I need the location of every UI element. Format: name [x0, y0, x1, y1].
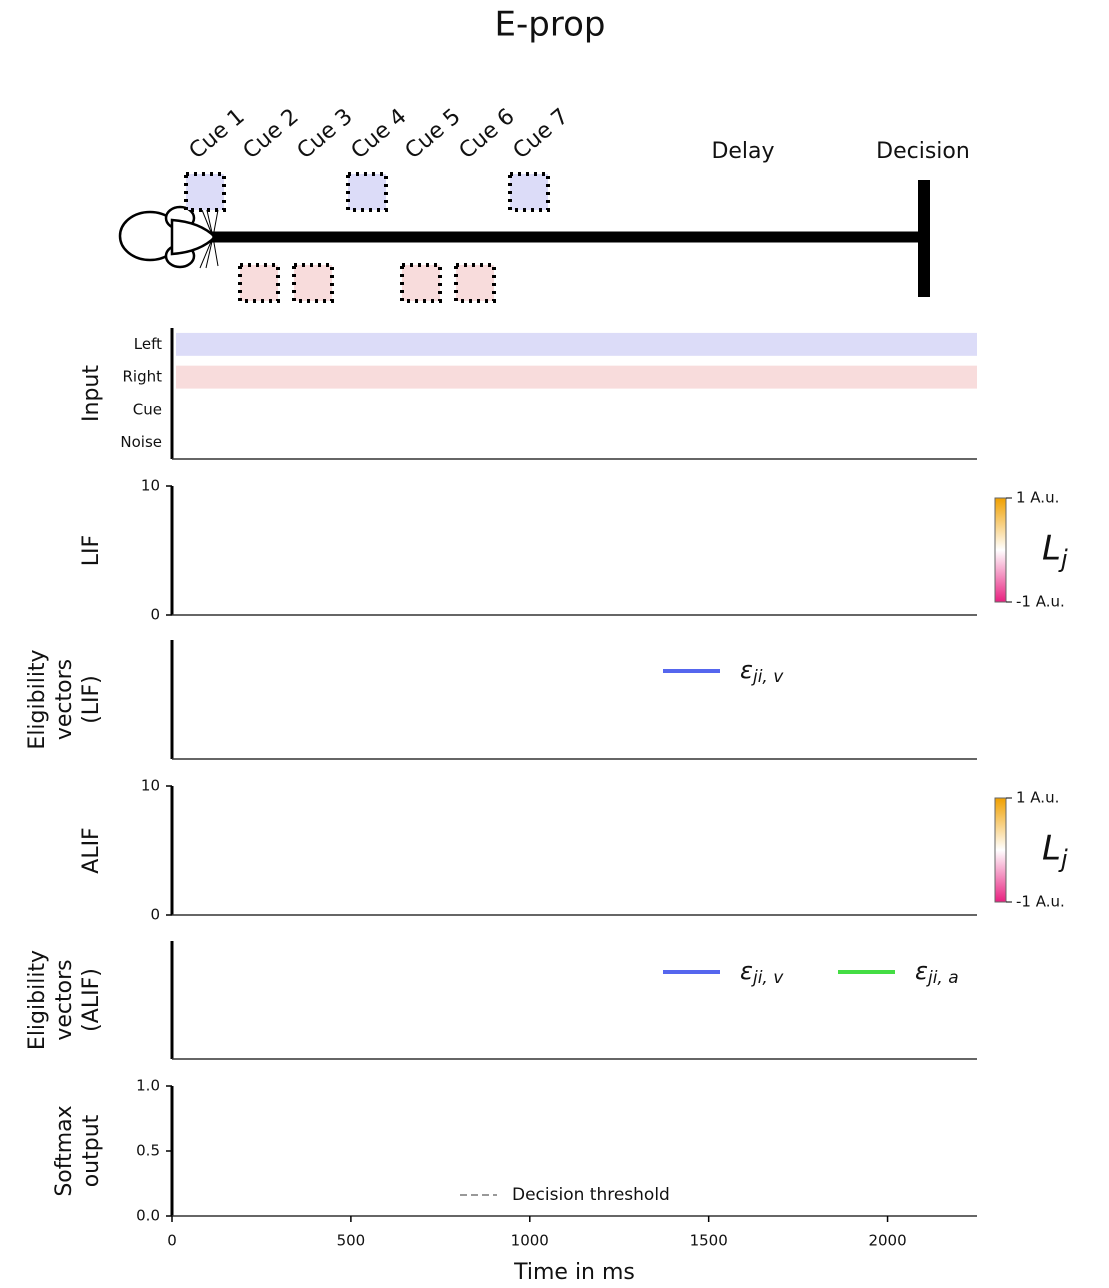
- y-tick-label: Cue: [133, 400, 162, 418]
- cue-label: Cue 6: [455, 104, 520, 164]
- x-axis-label: Time in ms: [513, 1260, 635, 1285]
- y-axis-label: Eligibility: [25, 649, 50, 749]
- y-tick-label: 1.0: [136, 1077, 160, 1095]
- legend-subscript: ji, v: [751, 968, 784, 988]
- x-tick-label: 2000: [868, 1232, 906, 1250]
- colorbar-tick-label: 1 A.u.: [1016, 789, 1059, 807]
- y-axis-label: Input: [79, 365, 104, 422]
- legend-label: εji, a: [915, 957, 959, 988]
- colorbar-label-subscript: j: [1058, 545, 1068, 573]
- y-tick-label: 0.5: [136, 1142, 160, 1160]
- cue-box: [294, 265, 332, 301]
- y-tick-label: Noise: [120, 433, 162, 451]
- colorbar-tick-label: 1 A.u.: [1016, 489, 1059, 507]
- legend-subscript: ji, v: [751, 667, 784, 687]
- cue-box: [456, 265, 494, 301]
- colorbar: [995, 798, 1006, 902]
- cue-label: Cue 5: [401, 104, 466, 164]
- decision-label: Decision: [876, 139, 970, 164]
- y-tick-label: Right: [123, 368, 163, 386]
- legend-label: Decision threshold: [512, 1185, 670, 1205]
- legend-label: εji, v: [740, 656, 784, 687]
- y-axis-label: Softmax: [52, 1105, 77, 1196]
- y-tick-label: 0: [150, 606, 160, 624]
- colorbar: [995, 498, 1006, 602]
- y-tick-label: 0.0: [136, 1207, 160, 1225]
- y-tick-label: 10: [141, 777, 160, 795]
- y-axis-label: vectors: [52, 659, 77, 740]
- y-axis-label: output: [79, 1114, 104, 1187]
- colorbar-label-subscript: j: [1058, 845, 1068, 873]
- cue-label: Cue 1: [185, 104, 250, 164]
- cue-box: [348, 174, 386, 210]
- y-axis-label: Eligibility: [25, 950, 50, 1050]
- y-axis-label: (ALIF): [79, 968, 104, 1032]
- x-tick-label: 1500: [690, 1232, 728, 1250]
- input-band: [176, 333, 977, 356]
- cue-label: Cue 7: [509, 104, 574, 164]
- cue-label: Cue 4: [347, 104, 412, 164]
- delay-label: Delay: [711, 139, 774, 164]
- y-axis-label: LIF: [79, 535, 104, 566]
- colorbar-tick-label: -1 A.u.: [1016, 593, 1065, 611]
- colorbar-label: Lj: [1042, 829, 1068, 874]
- y-tick-label: 10: [141, 477, 160, 495]
- cue-box: [510, 174, 548, 210]
- x-tick-label: 500: [337, 1232, 366, 1250]
- cue-box: [240, 265, 278, 301]
- input-band: [176, 366, 977, 389]
- x-tick-label: 1000: [511, 1232, 549, 1250]
- y-tick-label: Left: [134, 335, 162, 353]
- cue-box: [186, 174, 224, 210]
- legend-label: εji, v: [740, 957, 784, 988]
- y-axis-label: ALIF: [79, 827, 104, 873]
- title: E-prop: [495, 5, 606, 45]
- colorbar-tick-label: -1 A.u.: [1016, 893, 1065, 911]
- cue-label: Cue 2: [239, 104, 304, 164]
- cue-label: Cue 3: [293, 104, 358, 164]
- cue-box: [402, 265, 440, 301]
- mouse: [120, 205, 218, 268]
- figure: E-prop Cue 1Cue 2Cue 3Cue 4Cue 5Cue 6Cue…: [0, 0, 1109, 1288]
- y-axis-label: (LIF): [79, 675, 104, 724]
- y-axis-label: vectors: [52, 959, 77, 1040]
- colorbar-label: Lj: [1042, 529, 1068, 574]
- legend-subscript: ji, a: [926, 968, 959, 988]
- y-tick-label: 0: [150, 906, 160, 924]
- x-tick-label: 0: [167, 1232, 177, 1250]
